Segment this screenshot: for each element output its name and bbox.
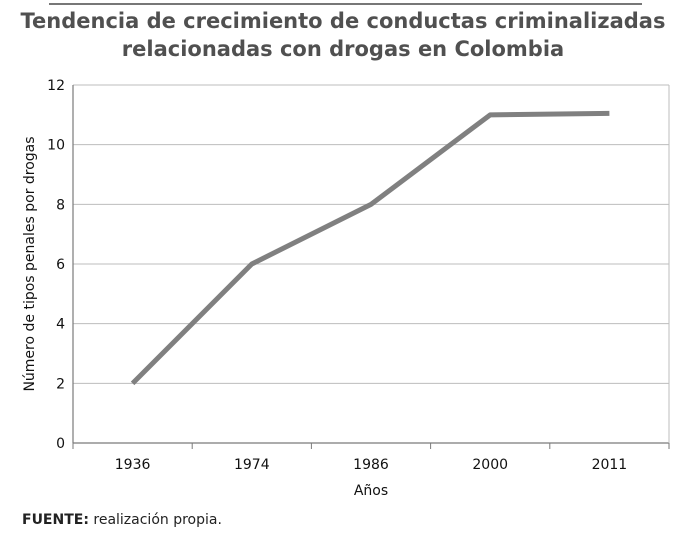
chart-title-line-1: Tendencia de crecimiento de conductas cr…	[20, 9, 666, 33]
y-axis-label: Número de tipos penales por drogas	[22, 136, 38, 391]
x-axis-label: Años	[354, 483, 388, 499]
y-tick-label: 4	[56, 317, 65, 333]
x-tick-label: 1974	[234, 457, 270, 473]
x-tick-label: 1986	[353, 457, 389, 473]
y-tick-label: 0	[56, 436, 65, 452]
x-tick-label: 1936	[115, 457, 151, 473]
data-series	[130, 110, 610, 386]
y-tick-label: 12	[47, 78, 65, 94]
source-note: FUENTE: realización propia.	[22, 512, 222, 528]
x-tick-label: 2011	[592, 457, 628, 473]
source-text: realización propia.	[93, 512, 222, 528]
y-tick-label: 10	[47, 138, 65, 154]
chart-title-line-2: relacionadas con drogas en Colombia	[121, 37, 565, 61]
line-chart: 0 2 4 6 8 10 12 1936 1974 1986 2000 2011 Años Núme…	[22, 78, 670, 499]
x-tick-label: 2000	[472, 457, 508, 473]
x-tick-labels: 1936 1974 1986 2000 2011	[115, 457, 627, 473]
y-tick-labels: 0 2 4 6 8 10 12	[47, 78, 65, 452]
source-label: FUENTE:	[22, 512, 89, 528]
series-line	[130, 110, 610, 386]
y-tick-label: 2	[56, 376, 65, 392]
y-tick-label: 6	[56, 257, 65, 273]
title-top-rule	[49, 3, 642, 5]
y-tick-label: 8	[56, 197, 65, 213]
grid-lines	[73, 84, 669, 384]
chart-title: Tendencia de crecimiento de conductas cr…	[20, 7, 666, 63]
axes	[72, 85, 670, 449]
